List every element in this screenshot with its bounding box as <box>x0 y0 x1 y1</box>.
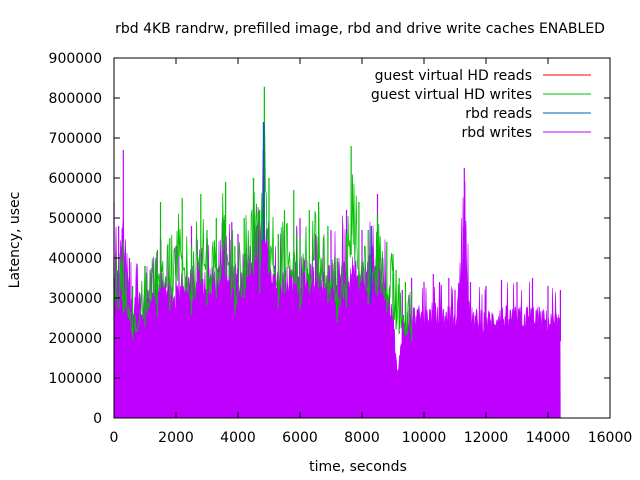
y-axis: 0 100000 200000 300000 400000 500000 600000 700… <box>49 51 610 427</box>
series-line <box>113 132 412 336</box>
y-tick-label: 800000 <box>49 91 102 107</box>
y-tick-label: 700000 <box>49 131 102 147</box>
x-tick-label: 0 <box>110 430 119 446</box>
chart-title: rbd 4KB randrw, prefilled image, rbd and… <box>115 21 605 37</box>
y-tick-label: 200000 <box>49 331 102 347</box>
x-tick-label: 12000 <box>464 430 509 446</box>
legend-label: guest virtual HD writes <box>371 87 532 103</box>
legend-label: rbd reads <box>465 106 532 122</box>
x-tick-label: 4000 <box>220 430 256 446</box>
y-tick-label: 900000 <box>49 51 102 67</box>
x-axis-label: time, seconds <box>309 459 407 475</box>
y-tick-label: 0 <box>93 411 102 427</box>
x-tick-label: 6000 <box>282 430 318 446</box>
x-tick-label: 2000 <box>158 430 194 446</box>
legend: guest virtual HD reads guest virtual HD w… <box>371 68 591 141</box>
y-tick-label: 600000 <box>49 171 102 187</box>
series-rbd-reads <box>262 122 372 303</box>
y-tick-label: 300000 <box>49 291 102 307</box>
y-tick-label: 500000 <box>49 211 102 227</box>
y-tick-label: 100000 <box>49 371 102 387</box>
legend-label: rbd writes <box>462 125 532 141</box>
x-tick-label: 16000 <box>588 430 633 446</box>
x-axis: 0 2000 4000 6000 8000 10000 12000 14000 16000 <box>110 58 633 446</box>
y-tick-label: 400000 <box>49 251 102 267</box>
x-tick-label: 8000 <box>344 430 380 446</box>
series-guest-virtual-hd-writes <box>113 86 413 342</box>
y-axis-label: Latency, usec <box>7 192 23 289</box>
plot-spikes-layer <box>113 86 413 342</box>
legend-label: guest virtual HD reads <box>375 68 532 84</box>
x-tick-label: 14000 <box>526 430 571 446</box>
x-tick-label: 10000 <box>402 430 447 446</box>
